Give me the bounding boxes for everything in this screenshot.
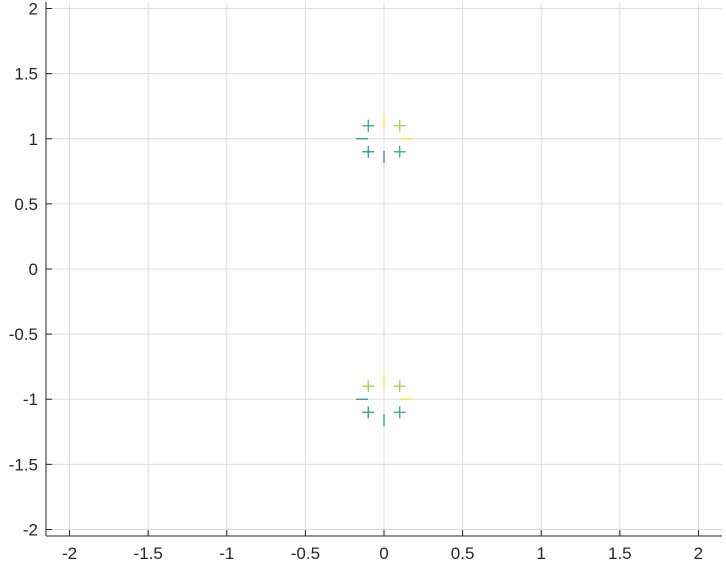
y-tick-label: -1.5 — [9, 455, 38, 474]
y-tick-label: 0 — [29, 260, 38, 279]
y-tick-label: 1.5 — [14, 65, 38, 84]
y-tick-label: -0.5 — [9, 325, 38, 344]
x-tick-label: 1.5 — [608, 544, 632, 563]
data-point — [393, 145, 406, 158]
x-axis-ticks: -2 -1.5 -1 -0.5 0 0.5 1 1.5 2 — [62, 530, 703, 563]
data-point — [393, 119, 406, 132]
y-tick-label: -2 — [23, 520, 38, 539]
data-point — [393, 380, 406, 393]
y-tick-label: 0.5 — [14, 195, 38, 214]
grid-lines — [46, 2, 722, 536]
y-tick-label: 1 — [29, 130, 38, 149]
y-tick-label: -1 — [23, 390, 38, 409]
x-tick-label: -2 — [62, 544, 77, 563]
y-tick-label: 2 — [29, 0, 38, 19]
data-point — [362, 145, 375, 158]
x-tick-label: 0.5 — [451, 544, 475, 563]
x-tick-label: 0 — [379, 544, 388, 563]
x-tick-label: 1 — [536, 544, 545, 563]
data-point — [393, 406, 406, 419]
y-axis-ticks: 2 1.5 1 0.5 0 -0.5 -1 -1.5 -2 — [9, 0, 52, 539]
x-tick-label: -1 — [219, 544, 234, 563]
data-points — [355, 115, 413, 427]
data-point — [362, 406, 375, 419]
x-tick-label: 2 — [694, 544, 703, 563]
x-tick-label: -0.5 — [291, 544, 320, 563]
data-point — [362, 119, 375, 132]
data-point — [362, 380, 375, 393]
x-tick-label: -1.5 — [134, 544, 163, 563]
